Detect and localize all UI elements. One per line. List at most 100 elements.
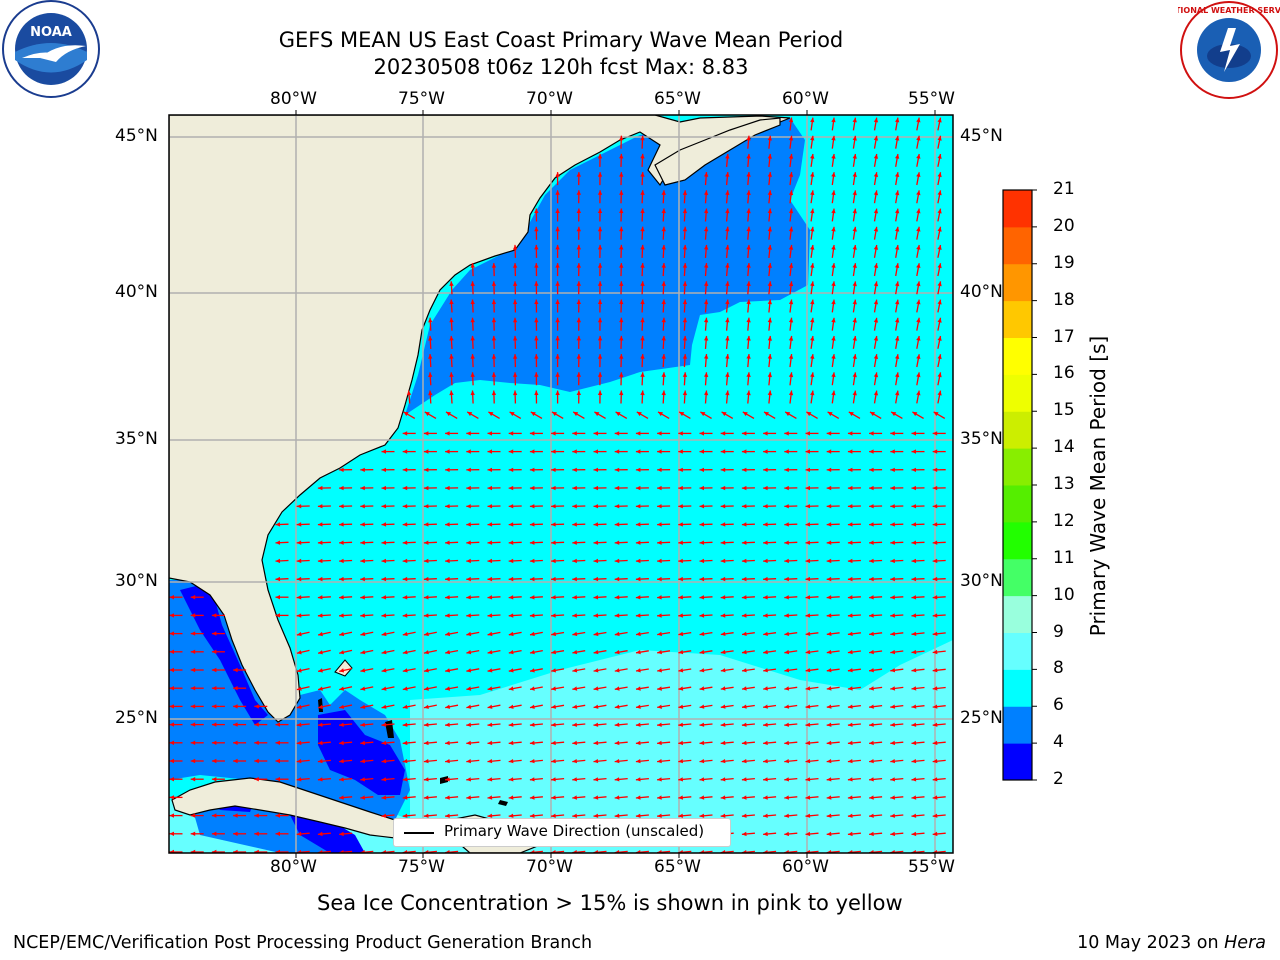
colorbar-bin bbox=[1003, 485, 1032, 523]
wave-arrow-head bbox=[827, 411, 833, 417]
wave-arrow-head bbox=[784, 504, 789, 509]
wave-arrow-head bbox=[720, 759, 726, 764]
wave-arrow-head bbox=[169, 758, 174, 764]
wave-arrow-head bbox=[635, 449, 641, 454]
wave-arrow-head bbox=[576, 208, 581, 213]
wave-arrow-head bbox=[530, 704, 535, 709]
wave-arrow-head bbox=[788, 190, 794, 196]
wave-arrow-head bbox=[445, 558, 450, 564]
wave-arrow-head bbox=[890, 777, 895, 782]
wave-arrow-head bbox=[911, 522, 917, 527]
wave-arrow-head bbox=[847, 813, 853, 818]
wave-arrow-head bbox=[869, 831, 874, 837]
wave-arrow-head bbox=[487, 759, 493, 764]
wave-arrow-head bbox=[445, 504, 450, 509]
wave-arrow-head bbox=[678, 740, 683, 746]
colorbar-tick-label: 6 bbox=[1053, 695, 1064, 716]
wave-arrow-head bbox=[704, 354, 709, 359]
wave-arrow-head bbox=[619, 135, 624, 141]
wave-arrow-head bbox=[402, 595, 408, 600]
wave-arrow-head bbox=[572, 449, 577, 454]
wave-arrow-head bbox=[788, 135, 794, 141]
wave-arrow-head bbox=[937, 263, 942, 269]
wave-arrow-head bbox=[852, 190, 857, 196]
wave-arrow-head bbox=[852, 317, 857, 323]
wave-arrow-head bbox=[682, 335, 688, 341]
wave-arrow-head bbox=[254, 704, 259, 709]
wave-arrow-head bbox=[428, 317, 433, 323]
wave-arrow-head bbox=[640, 153, 645, 159]
wave-arrow-head bbox=[597, 172, 603, 177]
wave-arrow-head bbox=[597, 335, 603, 341]
wave-arrow-head bbox=[916, 117, 921, 123]
colorbar-tick-label: 18 bbox=[1053, 289, 1075, 310]
wave-arrow-head bbox=[784, 431, 789, 436]
wave-arrow-head bbox=[657, 686, 662, 691]
wave-arrow-head bbox=[911, 504, 917, 509]
wave-arrow-head bbox=[847, 722, 853, 727]
wave-arrow-head bbox=[534, 354, 539, 359]
wave-arrow-head bbox=[466, 704, 472, 709]
wave-arrow-head bbox=[576, 226, 581, 232]
wave-arrow-head bbox=[190, 686, 196, 691]
wave-arrow-head bbox=[529, 759, 535, 764]
wave-arrow-head bbox=[788, 372, 794, 378]
wave-arrow-head bbox=[551, 650, 556, 655]
wave-arrow-head bbox=[513, 244, 518, 250]
wave-arrow-head bbox=[826, 449, 832, 454]
wave-arrow-head bbox=[296, 759, 302, 764]
wave-arrow-head bbox=[619, 190, 624, 195]
wave-arrow-head bbox=[529, 795, 535, 800]
wave-arrow-head bbox=[805, 595, 811, 600]
wave-arrow-head bbox=[360, 668, 366, 673]
wave-arrow-head bbox=[402, 631, 408, 637]
wave-arrow-head bbox=[826, 759, 832, 764]
wave-arrow-head bbox=[190, 813, 196, 818]
wave-arrow-head bbox=[339, 595, 344, 600]
wave-arrow-head bbox=[911, 576, 917, 582]
wave-arrow-head bbox=[576, 281, 581, 286]
wave-arrow-head bbox=[937, 190, 942, 196]
wave-arrow-head bbox=[831, 390, 836, 396]
wave-arrow-head bbox=[847, 504, 853, 509]
wave-arrow-head bbox=[741, 595, 747, 600]
wave-arrow-head bbox=[831, 245, 836, 250]
wave-arrow-head bbox=[593, 813, 599, 818]
wave-arrow-head bbox=[491, 372, 497, 377]
wave-arrow-head bbox=[890, 449, 895, 454]
wave-arrow-head bbox=[640, 299, 645, 305]
wave-arrow-head bbox=[700, 411, 706, 417]
wave-arrow-head bbox=[704, 299, 709, 305]
wave-arrow-head bbox=[487, 431, 492, 436]
wave-arrow-head bbox=[805, 540, 811, 545]
wave-arrow-head bbox=[640, 372, 645, 377]
wave-arrow-head bbox=[678, 449, 683, 454]
wave-arrow-head bbox=[720, 722, 726, 727]
wave-arrow-head bbox=[869, 467, 874, 472]
wave-arrow-head bbox=[572, 686, 578, 691]
wave-arrow-head bbox=[508, 777, 514, 782]
wave-arrow-head bbox=[530, 631, 535, 637]
wave-arrow-head bbox=[573, 411, 579, 417]
wave-arrow-head bbox=[810, 245, 815, 250]
wave-arrow-head bbox=[657, 540, 662, 545]
wave-arrow-head bbox=[275, 722, 280, 727]
wave-arrow-head bbox=[339, 522, 344, 527]
wave-arrow-head bbox=[491, 390, 497, 396]
wave-arrow-head bbox=[614, 777, 620, 782]
wave-arrow-head bbox=[487, 595, 493, 600]
wave-arrow-head bbox=[551, 686, 556, 691]
wave-arrow-head bbox=[890, 504, 895, 509]
wave-arrow-head bbox=[932, 686, 938, 691]
nws-logo-text: NATIONAL WEATHER SERVICE bbox=[1178, 6, 1280, 15]
wave-arrow-head bbox=[852, 390, 857, 396]
wave-arrow-head bbox=[487, 504, 493, 509]
wave-arrow-head bbox=[763, 558, 768, 564]
wave-arrow-head bbox=[339, 558, 344, 564]
wave-arrow-head bbox=[784, 595, 789, 600]
wave-arrow-head bbox=[682, 372, 688, 377]
wave-arrow-head bbox=[895, 245, 900, 250]
wave-arrow-head bbox=[424, 686, 429, 691]
wave-arrow-head bbox=[873, 281, 879, 287]
wave-arrow-head bbox=[487, 522, 493, 527]
